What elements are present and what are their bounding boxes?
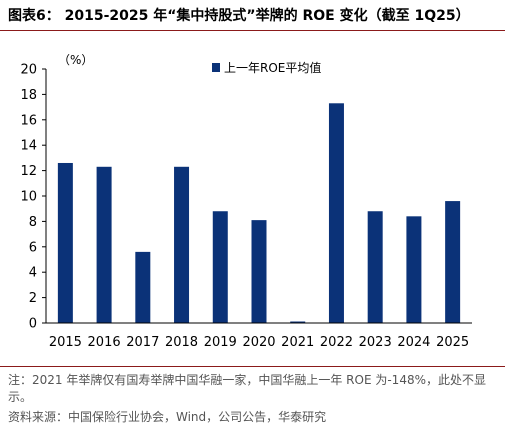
x-tick-label: 2019 [204, 335, 237, 350]
bar-2020 [251, 220, 267, 323]
bar-2025 [445, 201, 461, 323]
y-tick-label: 8 [29, 215, 37, 230]
x-tick-label: 2018 [165, 335, 198, 350]
legend-swatch [212, 63, 220, 72]
y-tick-label: 4 [29, 266, 37, 281]
x-tick-label: 2023 [359, 335, 392, 350]
bar-2021 [290, 321, 306, 323]
y-unit-label: （%） [58, 53, 93, 67]
y-tick-label: 0 [29, 317, 37, 332]
x-tick-label: 2020 [242, 335, 275, 350]
top-divider [0, 30, 505, 31]
source-note: 资料来源：中国保险行业协会，Wind，公司公告，华泰研究 [8, 410, 327, 424]
y-tick-label: 12 [20, 164, 37, 179]
y-tick-label: 2 [29, 291, 37, 306]
bar-2017 [135, 251, 151, 323]
x-axis: 2015 2016 2017 2018 2019 2020 2021 2022 2023 2024… [46, 322, 472, 350]
y-tick-label: 14 [20, 139, 37, 154]
x-tick-label: 2021 [281, 335, 314, 350]
x-tick-label: 2017 [126, 335, 159, 350]
x-tick-label: 2015 [49, 335, 82, 350]
chart-title: 图表6： 2015-2025 年“集中持股式”举牌的 ROE 变化（截至 1Q2… [8, 8, 470, 24]
bar-2024 [406, 216, 422, 323]
footnote: 注：2021 年举牌仅有国寿举牌中国华融一家，中国华融上一年 ROE 为-148… [8, 373, 486, 404]
y-tick-label: 6 [29, 240, 37, 255]
bar-2019 [212, 211, 228, 323]
bar-2018 [174, 166, 190, 323]
bar-2022 [328, 103, 344, 323]
bar-2016 [96, 166, 112, 323]
legend: 上一年ROE平均值 [212, 60, 321, 75]
y-tick-label: 16 [20, 113, 37, 128]
bottom-divider [0, 366, 505, 367]
bar-2023 [367, 211, 383, 323]
bars [57, 103, 461, 323]
x-tick-label: 2016 [88, 335, 121, 350]
legend-label: 上一年ROE平均值 [224, 60, 321, 75]
y-tick-label: 18 [20, 88, 37, 103]
y-axis: 0 2 4 6 8 10 12 14 16 18 20 [20, 63, 47, 332]
y-tick-label: 10 [20, 190, 37, 205]
bar-2015 [57, 162, 73, 323]
x-tick-label: 2024 [397, 335, 430, 350]
y-tick-label: 20 [20, 63, 37, 78]
x-tick-label: 2025 [436, 335, 469, 350]
x-tick-label: 2022 [320, 335, 353, 350]
